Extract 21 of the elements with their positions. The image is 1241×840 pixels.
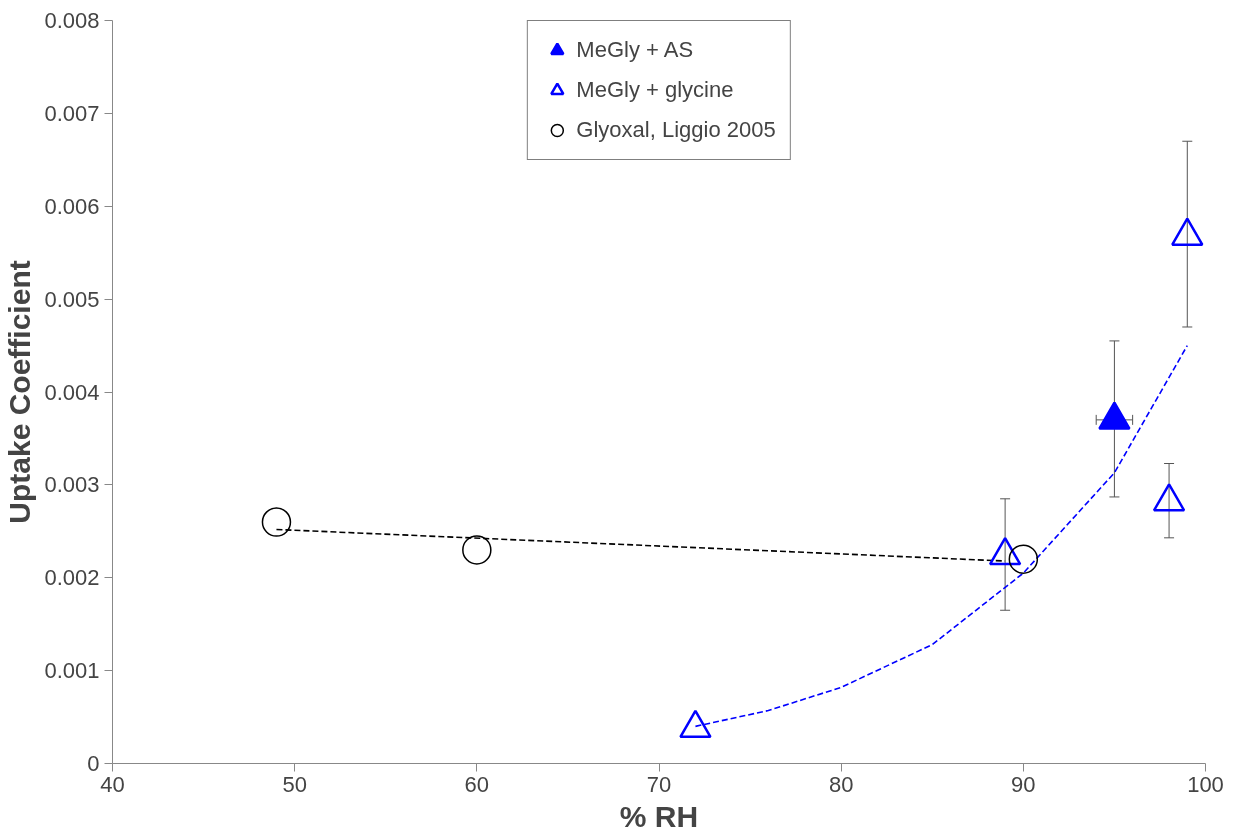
x-tick-label: 60 [464,771,490,797]
y-tick-label: 0.007 [44,100,100,126]
x-tick-label: 100 [1187,771,1224,797]
legend-label: Glyoxal, Liggio 2005 [576,117,776,143]
x-tick-label: 90 [1011,771,1036,797]
legend-label: MeGly + AS [576,37,694,63]
y-tick-label: 0.004 [44,379,100,405]
y-tick-label: 0 [87,751,100,776]
legend-label: MeGly + glycine [576,77,734,103]
x-axis-title: % RH [619,799,699,833]
y-tick-label: 0.001 [44,658,100,684]
y-tick-label: 0.008 [44,8,100,33]
x-tick-label: 70 [646,771,672,797]
y-tick-label: 0.003 [44,472,100,498]
x-tick-label: 40 [100,771,125,797]
y-axis-title: Uptake Coefficient [3,260,37,524]
x-tick-label: 50 [282,771,307,797]
y-tick-label: 0.006 [44,193,100,219]
y-tick-label: 0.005 [44,286,100,312]
x-tick-label: 80 [828,771,854,797]
y-tick-label: 0.002 [44,565,100,591]
